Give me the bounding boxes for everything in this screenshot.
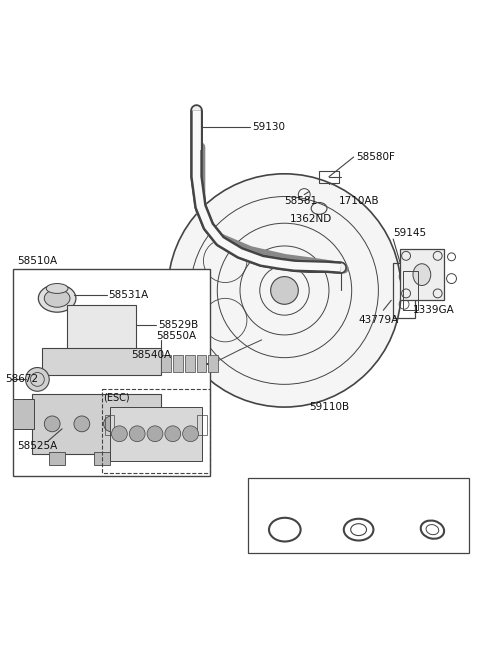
Bar xyxy=(12,399,35,429)
Circle shape xyxy=(104,416,120,432)
Bar xyxy=(185,355,194,373)
Text: 58550A: 58550A xyxy=(156,331,196,341)
Circle shape xyxy=(168,174,401,407)
Text: 58580F: 58580F xyxy=(357,152,396,162)
Bar xyxy=(393,263,415,318)
Bar xyxy=(161,355,171,373)
Circle shape xyxy=(129,426,145,441)
Text: 58525A: 58525A xyxy=(18,441,58,451)
Circle shape xyxy=(111,426,127,441)
Bar xyxy=(400,249,444,300)
Bar xyxy=(173,355,183,373)
Circle shape xyxy=(183,426,199,441)
Bar xyxy=(94,451,109,465)
Text: 1310DA: 1310DA xyxy=(338,487,379,497)
Bar xyxy=(12,269,210,476)
Text: 1339GA: 1339GA xyxy=(413,305,455,316)
Bar xyxy=(49,451,65,465)
Bar xyxy=(197,415,207,435)
Text: 58594: 58594 xyxy=(268,487,301,497)
Text: (ESC): (ESC) xyxy=(104,392,130,402)
Bar xyxy=(319,171,339,183)
Bar xyxy=(196,355,206,373)
Text: 1360GG: 1360GG xyxy=(411,487,454,497)
Ellipse shape xyxy=(46,283,68,293)
Text: 58529B: 58529B xyxy=(158,320,198,330)
Text: 58531A: 58531A xyxy=(108,291,149,300)
Bar xyxy=(248,478,469,554)
Circle shape xyxy=(44,416,60,432)
Text: 59130: 59130 xyxy=(252,123,285,133)
Circle shape xyxy=(133,416,149,432)
Text: 58540A: 58540A xyxy=(131,350,171,359)
Circle shape xyxy=(147,426,163,441)
Bar xyxy=(33,394,161,453)
Ellipse shape xyxy=(413,264,431,285)
Text: 58672: 58672 xyxy=(5,375,38,384)
Text: 58581: 58581 xyxy=(285,197,318,207)
Bar xyxy=(403,271,418,310)
Text: 59145: 59145 xyxy=(393,228,426,238)
Text: 1710AB: 1710AB xyxy=(339,197,380,207)
Ellipse shape xyxy=(44,289,70,307)
Circle shape xyxy=(271,277,298,304)
Text: 59110B: 59110B xyxy=(309,402,349,412)
Bar xyxy=(208,355,218,373)
Bar xyxy=(102,389,210,473)
Bar xyxy=(109,407,203,461)
Bar xyxy=(105,415,114,435)
Bar xyxy=(42,348,161,375)
Ellipse shape xyxy=(38,285,76,312)
Text: 43779A: 43779A xyxy=(359,315,399,325)
Circle shape xyxy=(74,416,90,432)
Circle shape xyxy=(25,367,49,391)
Circle shape xyxy=(165,426,180,441)
Text: 1362ND: 1362ND xyxy=(289,215,332,224)
Text: 58510A: 58510A xyxy=(18,256,58,266)
Bar xyxy=(67,305,136,355)
